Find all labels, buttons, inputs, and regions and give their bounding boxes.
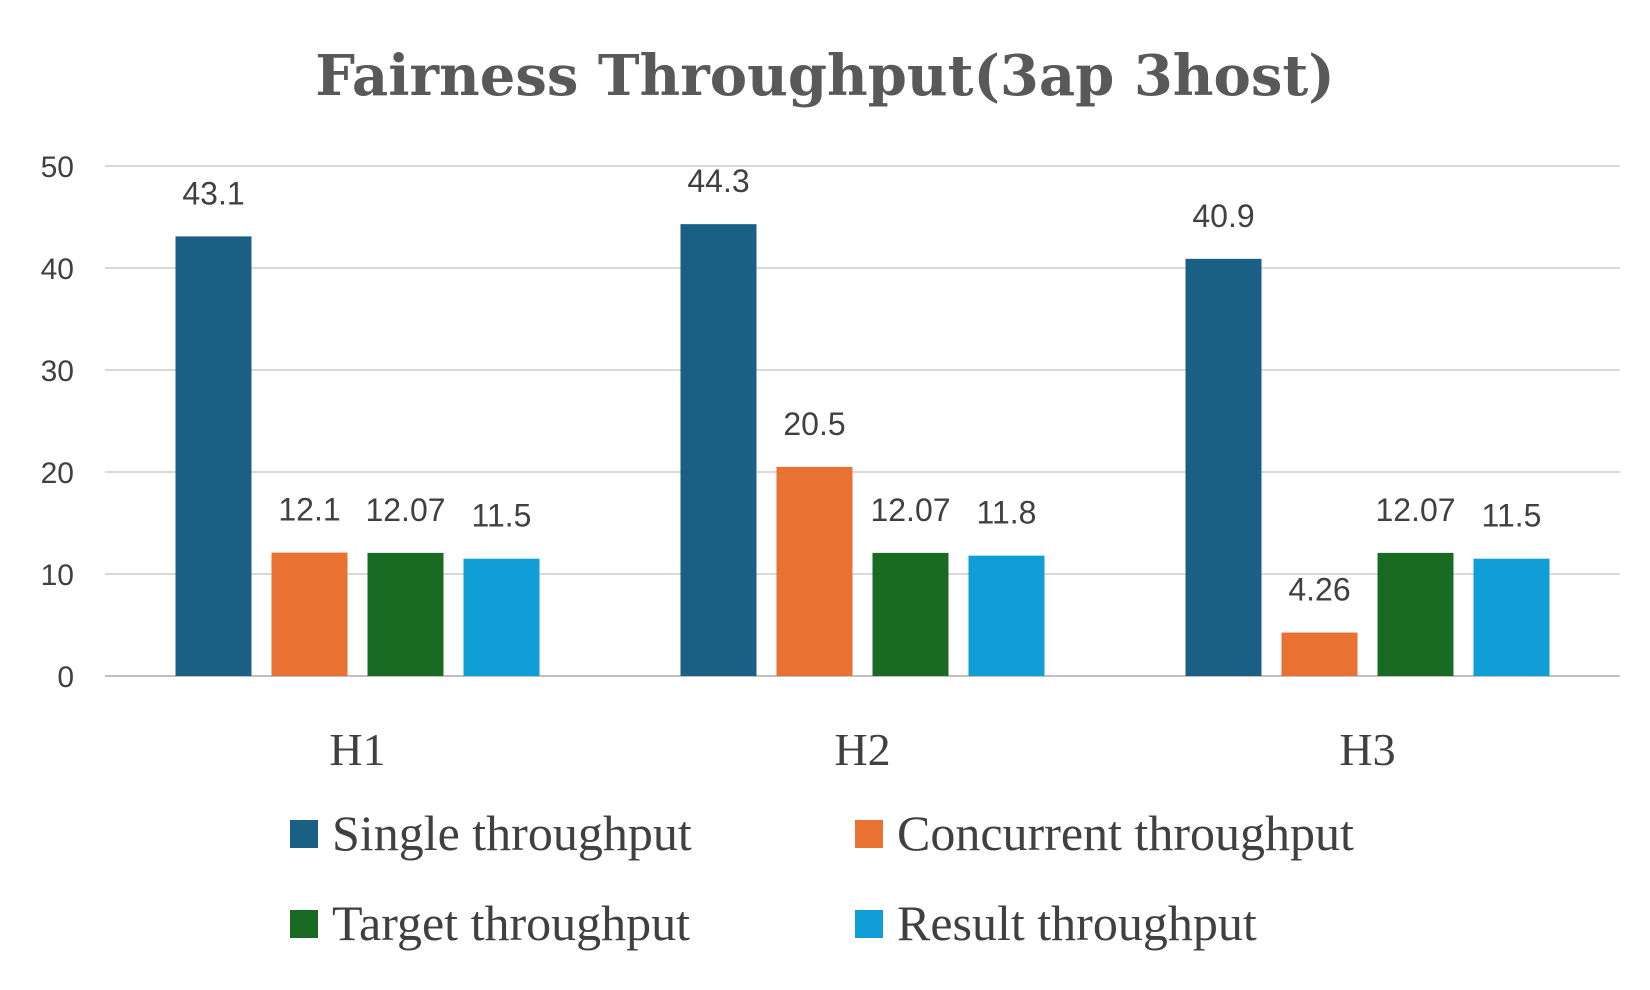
data-label: 12.1 [278,492,340,528]
data-label: 12.07 [1375,492,1455,528]
x-tick-label: H3 [1339,724,1395,775]
data-label: 20.5 [783,406,845,442]
data-label: 44.3 [687,163,749,199]
data-labels: 43.1 12.1 12.07 11.5 44.3 20.5 12.07 11.8 40.9 4.… [182,163,1541,607]
bar [463,558,540,676]
legend: Single throughput Concurrent throughput Ta… [290,805,1354,951]
y-axis-ticks: 0 10 20 30 40 50 [41,151,74,694]
data-label: 11.8 [977,495,1037,531]
bar [1377,552,1454,676]
bar [1185,258,1262,676]
bar [271,552,348,676]
legend-swatch [855,820,883,848]
data-label: 12.07 [870,492,950,528]
legend-swatch [855,910,883,938]
data-label: 43.1 [182,175,244,211]
bar [872,552,949,676]
y-tick-label: 30 [41,355,74,388]
legend-label: Concurrent throughput [897,805,1354,861]
bar [1473,558,1550,676]
legend-label: Single throughput [332,805,692,861]
bar [776,466,853,676]
data-label: 4.26 [1288,572,1350,608]
bar [175,236,252,676]
legend-label: Result throughput [897,895,1257,951]
data-label: 12.07 [365,492,445,528]
gridlines [105,165,1620,677]
bar [367,552,444,676]
bar [680,224,757,676]
y-tick-label: 40 [41,253,74,286]
legend-label: Target throughput [332,895,690,951]
y-tick-label: 20 [41,457,74,490]
bars [175,224,1550,676]
y-tick-label: 50 [41,151,74,184]
x-tick-label: H2 [834,724,890,775]
bar [1281,632,1358,676]
data-label: 40.9 [1192,198,1254,234]
legend-swatch [290,820,318,848]
data-label: 11.5 [472,498,532,534]
x-axis-ticks: H1 H2 H3 [329,724,1395,775]
bar [968,555,1045,676]
x-tick-label: H1 [329,724,385,775]
y-tick-label: 0 [57,661,74,694]
chart-title: Fairness Throughput(3ap 3host) [315,43,1335,109]
legend-swatch [290,910,318,938]
data-label: 11.5 [1482,498,1542,534]
y-tick-label: 10 [41,559,74,592]
